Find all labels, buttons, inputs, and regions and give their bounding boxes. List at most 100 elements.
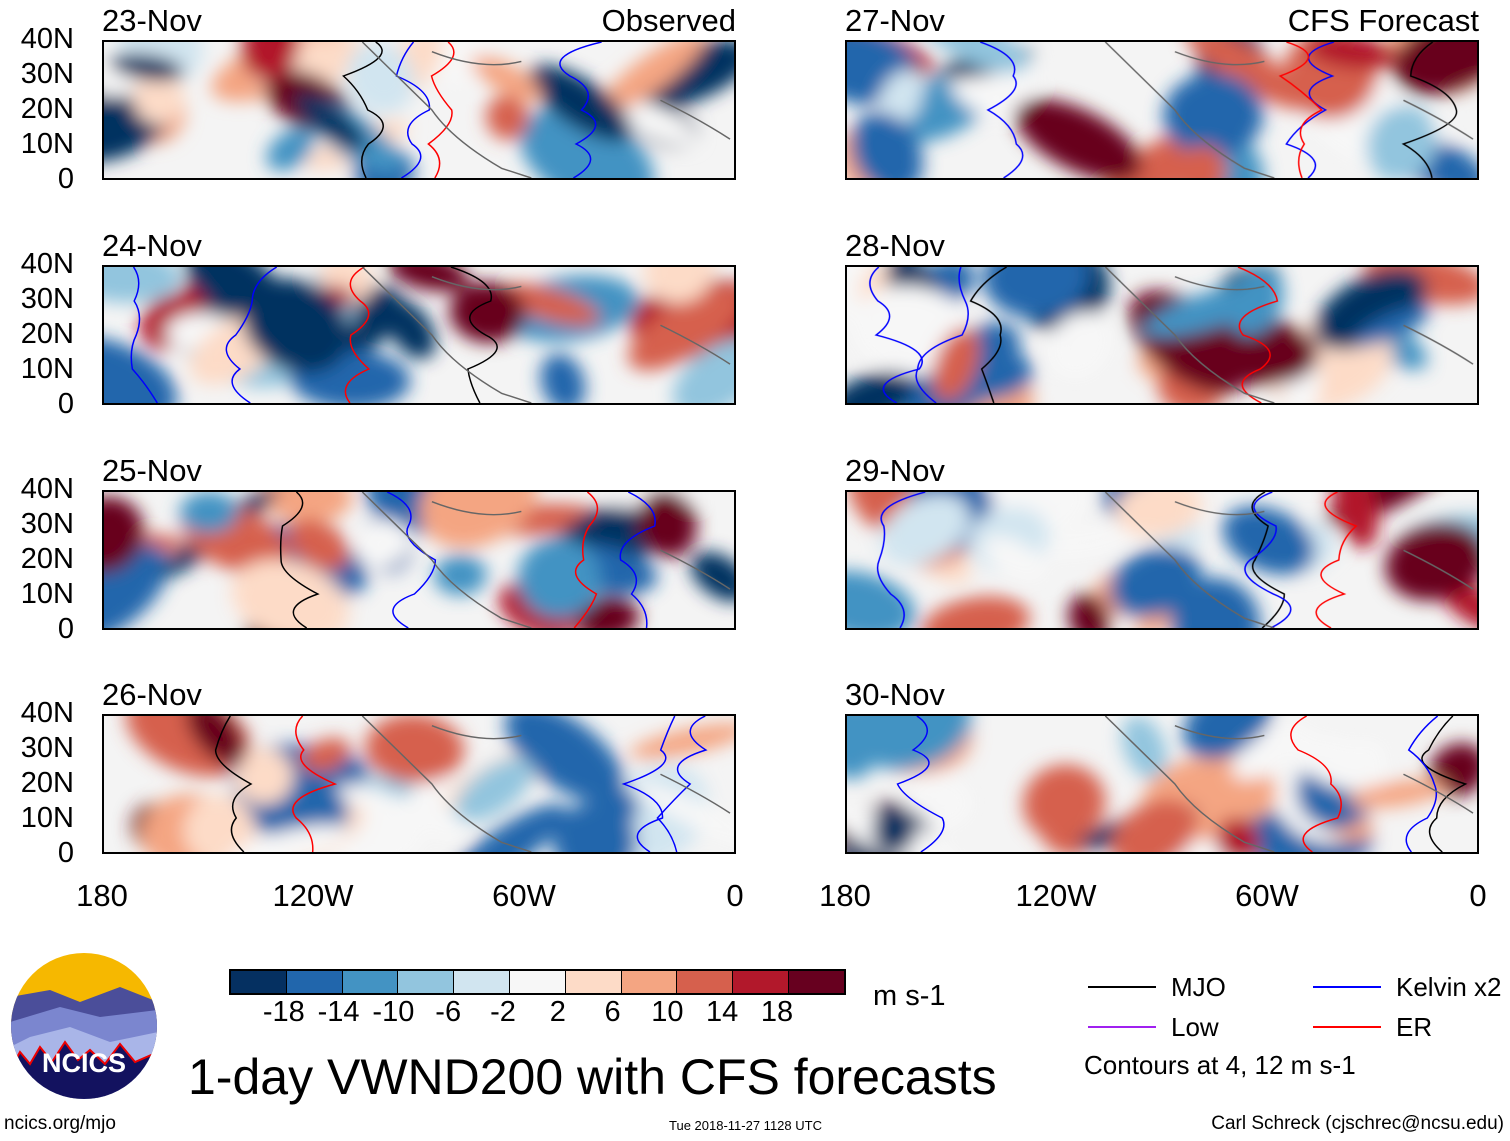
wind-anomaly-blob xyxy=(242,278,351,374)
colorbar-tick-label: -18 xyxy=(262,996,305,1028)
legend-line xyxy=(1088,1026,1156,1028)
wind-anomaly-blob xyxy=(1173,145,1227,178)
wind-anomaly-blob xyxy=(634,782,734,849)
colorbar-swatch xyxy=(565,971,622,993)
wind-anomaly-blob xyxy=(1068,593,1110,628)
wind-anomaly-blob xyxy=(1022,764,1106,842)
contour-line xyxy=(915,267,969,403)
map-panel xyxy=(102,714,736,854)
wind-anomaly-blob xyxy=(241,42,300,81)
contour-line xyxy=(1278,42,1323,178)
contour-line xyxy=(1401,42,1458,178)
wind-anomaly-blob xyxy=(1015,99,1142,178)
wind-anomaly-blob xyxy=(295,92,367,152)
contour-line xyxy=(621,716,676,852)
wind-anomaly-blob xyxy=(454,758,534,822)
legend-label: ER xyxy=(1396,1012,1433,1042)
wind-anomaly-blob xyxy=(346,42,415,114)
contour-line xyxy=(427,42,455,178)
panel-corner-label: CFS Forecast xyxy=(1287,3,1479,38)
wind-anomaly-blob xyxy=(872,806,916,852)
map-panel xyxy=(845,265,1479,405)
coastline xyxy=(1104,42,1474,178)
wind-anomaly-blob xyxy=(1215,817,1260,852)
latitude-label: 30N xyxy=(20,283,74,315)
colorbar-units: m s-1 xyxy=(873,980,946,1012)
colorbar-tick-label: 14 xyxy=(706,996,739,1028)
wind-anomaly-blob xyxy=(110,53,184,81)
latitude-label: 20N xyxy=(20,93,74,125)
wind-anomaly-blob xyxy=(1039,523,1145,560)
contour-line xyxy=(1315,492,1358,628)
wind-anomaly-blob xyxy=(921,596,1030,628)
wind-anomaly-blob xyxy=(1347,779,1449,809)
legend-label: Low xyxy=(1171,1012,1219,1042)
longitude-label: 120W xyxy=(1015,878,1097,913)
contour-line xyxy=(395,42,431,178)
wind-anomaly-blob xyxy=(932,327,980,402)
latitude-label: 10N xyxy=(20,802,74,834)
contour-line xyxy=(969,267,1007,403)
wind-anomaly-blob xyxy=(923,42,1030,73)
wind-anomaly-blob xyxy=(300,737,351,774)
panel-corner-label: Observed xyxy=(601,3,736,38)
map-panel xyxy=(102,490,736,630)
wind-anomaly-blob xyxy=(104,544,169,628)
wind-anomaly-blob xyxy=(983,535,1047,581)
colorbar xyxy=(229,969,846,995)
wind-anomaly-blob xyxy=(903,775,974,830)
map-panel xyxy=(845,714,1479,854)
colorbar-swatch xyxy=(621,971,678,993)
map-panel xyxy=(102,265,736,405)
wind-anomaly-blob xyxy=(1232,722,1310,780)
latitude-label: 40N xyxy=(20,697,74,729)
contour-line xyxy=(130,267,158,403)
contour-line xyxy=(292,716,338,852)
wind-anomaly-blob xyxy=(419,492,538,548)
wind-anomaly-blob xyxy=(847,371,915,403)
wind-anomaly-blob xyxy=(179,492,238,534)
wind-anomaly-blob xyxy=(877,69,924,129)
wind-anomaly-blob xyxy=(847,570,916,628)
colorbar-swatch xyxy=(677,971,734,993)
panel-date: 29-Nov xyxy=(845,453,945,488)
map-panel xyxy=(845,40,1479,180)
wind-anomaly-blob xyxy=(104,267,182,303)
wind-anomaly-blob xyxy=(186,716,246,766)
wind-anomaly-blob xyxy=(235,748,294,805)
footer-url[interactable]: ncics.org/mjo xyxy=(4,1113,116,1134)
wind-anomaly-blob xyxy=(1163,73,1264,157)
wind-anomaly-blob xyxy=(1385,522,1477,601)
latitude-label: 20N xyxy=(20,318,74,350)
contour-line xyxy=(896,716,945,852)
wind-anomaly-blob xyxy=(575,596,640,628)
wind-anomaly-blob xyxy=(1332,492,1379,549)
contour-line xyxy=(450,267,498,403)
contour-line xyxy=(979,42,1024,178)
contour-line xyxy=(225,267,278,403)
wind-anomaly-blob xyxy=(1314,268,1427,350)
legend-label: Kelvin x2 xyxy=(1396,972,1502,1002)
latitude-label: 0 xyxy=(57,837,74,869)
wind-anomaly-blob xyxy=(1121,716,1168,780)
latitude-label: 0 xyxy=(57,613,74,645)
wind-anomaly-blob xyxy=(443,803,567,852)
contour-line xyxy=(1405,716,1439,852)
colorbar-swatch xyxy=(398,971,455,993)
wind-anomaly-blob xyxy=(879,493,970,566)
longitude-label: 180 xyxy=(819,878,871,913)
coastline xyxy=(361,267,731,403)
wind-anomaly-blob xyxy=(629,723,734,759)
longitude-label: 120W xyxy=(272,878,354,913)
longitude-label: 60W xyxy=(1235,878,1299,913)
latitude-label: 30N xyxy=(20,732,74,764)
contour-line xyxy=(1285,42,1335,178)
wind-anomaly-blob xyxy=(983,267,1090,318)
colorbar-swatch xyxy=(509,971,566,993)
wind-anomaly-blob xyxy=(104,496,144,574)
legend-line xyxy=(1088,986,1156,988)
longitude-label: 60W xyxy=(492,878,556,913)
wind-anomaly-blob xyxy=(104,335,178,403)
wind-anomaly-blob xyxy=(386,299,436,359)
